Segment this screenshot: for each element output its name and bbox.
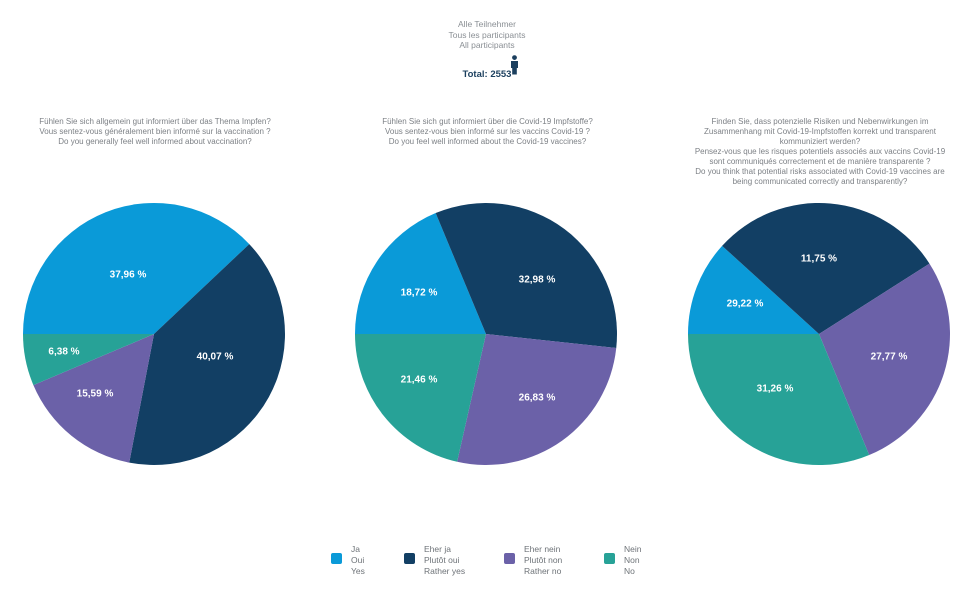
header-line-en: All participants [459, 40, 515, 50]
question-line: kommuniziert werden? [779, 137, 861, 146]
slice-value-label: 27,77 % [871, 352, 908, 363]
legend-label: Non [624, 555, 640, 565]
person-icon [511, 55, 518, 75]
slice-value-label: 26,83 % [519, 393, 556, 404]
legend-label: Nein [624, 544, 642, 554]
legend-swatch-yes [331, 553, 342, 564]
header-line-de: Alle Teilnehmer [458, 19, 516, 29]
pie-slice-yes [355, 213, 486, 334]
legend-swatch-no [604, 553, 615, 564]
question-line: Fühlen Sie sich allgemein gut informiert… [39, 117, 271, 126]
legend-label: Rather yes [424, 566, 466, 576]
pie-slice-rather-yes [435, 203, 617, 349]
pie-slice-yes [688, 245, 819, 334]
slice-value-label: 21,46 % [401, 375, 438, 386]
question-1-title: Fühlen Sie sich allgemein gut informiert… [15, 117, 295, 147]
pie-slice-no [23, 334, 154, 386]
question-line: Vous sentez-vous généralement bien infor… [39, 127, 271, 136]
question-line: Do you generally feel well informed abou… [58, 137, 252, 146]
legend-label: Oui [351, 555, 365, 565]
pie-slice-rather-yes [722, 203, 930, 334]
question-line: Finden Sie, dass potenzielle Risiken und… [711, 117, 929, 126]
pie-slice-rather-yes [129, 244, 286, 465]
legend-label: Plutôt oui [424, 555, 460, 565]
slice-value-label: 31,26 % [757, 384, 794, 395]
question-3-title: Finden Sie, dass potenzielle Risiken und… [680, 117, 960, 187]
pie-slice-yes [23, 202, 250, 334]
slice-value-label: 40,07 % [197, 352, 234, 363]
legend-swatch-rather-no [504, 553, 515, 564]
question-line: Do you feel well informed about the Covi… [388, 137, 587, 146]
slice-value-label: 29,22 % [727, 299, 764, 310]
slice-value-label: 37,96 % [110, 270, 147, 281]
legend-label: Eher ja [424, 544, 451, 554]
question-line: Pensez-vous que les risques potentiels a… [694, 147, 946, 156]
pie-slice-no [688, 334, 870, 466]
question-line: Vous sentez-vous bien informé sur les va… [385, 127, 590, 136]
slice-value-label: 32,98 % [519, 275, 556, 286]
slice-value-label: 18,72 % [401, 288, 438, 299]
legend-label: Plutôt non [524, 555, 563, 565]
question-line: sont communiqués correctement et de mani… [709, 157, 931, 166]
total-label: Total: 2553 [462, 69, 512, 80]
slice-value-label: 15,59 % [77, 389, 114, 400]
legend-label: Yes [351, 566, 365, 576]
chart-header: Alle Teilnehmer Tous les participants Al… [387, 19, 587, 51]
question-2-title: Fühlen Sie sich gut informiert über die … [345, 117, 630, 147]
slice-value-label: 11,75 % [801, 254, 837, 265]
legend-label: No [624, 566, 635, 576]
pie-slice-rather-no [819, 263, 950, 455]
pie-slice-rather-no [33, 334, 154, 463]
header-line-fr: Tous les participants [448, 29, 526, 40]
slice-value-label: 6,38 % [48, 347, 79, 358]
legend-label: Eher nein [524, 544, 561, 554]
pie-slice-rather-no [457, 334, 617, 465]
pie-slice-no [355, 334, 486, 462]
question-line: Zusammenhang mit Covid-19-Impfstoffen ko… [704, 127, 936, 136]
legend: Ja Oui Yes Eher ja Plutôt oui Rather yes… [0, 544, 974, 584]
question-line: Do you think that potential risks associ… [695, 167, 945, 176]
question-line: Fühlen Sie sich gut informiert über die … [382, 117, 593, 126]
legend-label: Ja [351, 544, 360, 554]
question-line: being communicated correctly and transpa… [732, 177, 908, 186]
legend-label: Rather no [524, 566, 562, 576]
legend-swatch-rather-yes [404, 553, 415, 564]
total-block: Total: 2553 [437, 55, 537, 80]
